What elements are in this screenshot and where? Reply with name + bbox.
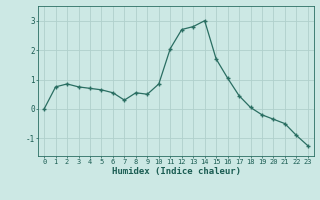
X-axis label: Humidex (Indice chaleur): Humidex (Indice chaleur) <box>111 167 241 176</box>
